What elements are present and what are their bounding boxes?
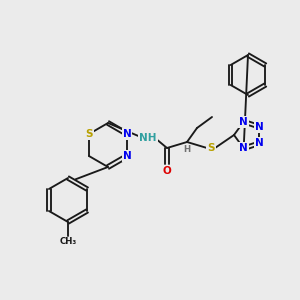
Text: H: H bbox=[183, 146, 190, 154]
Text: N: N bbox=[123, 151, 131, 161]
Text: N: N bbox=[239, 117, 248, 127]
Text: NH: NH bbox=[139, 133, 157, 143]
Text: N: N bbox=[239, 143, 248, 153]
Text: CH₃: CH₃ bbox=[59, 238, 76, 247]
Text: O: O bbox=[163, 166, 171, 176]
Text: N: N bbox=[123, 129, 131, 139]
Text: N: N bbox=[255, 138, 264, 148]
Text: S: S bbox=[207, 143, 215, 153]
Text: S: S bbox=[85, 129, 93, 139]
Text: N: N bbox=[255, 122, 264, 132]
